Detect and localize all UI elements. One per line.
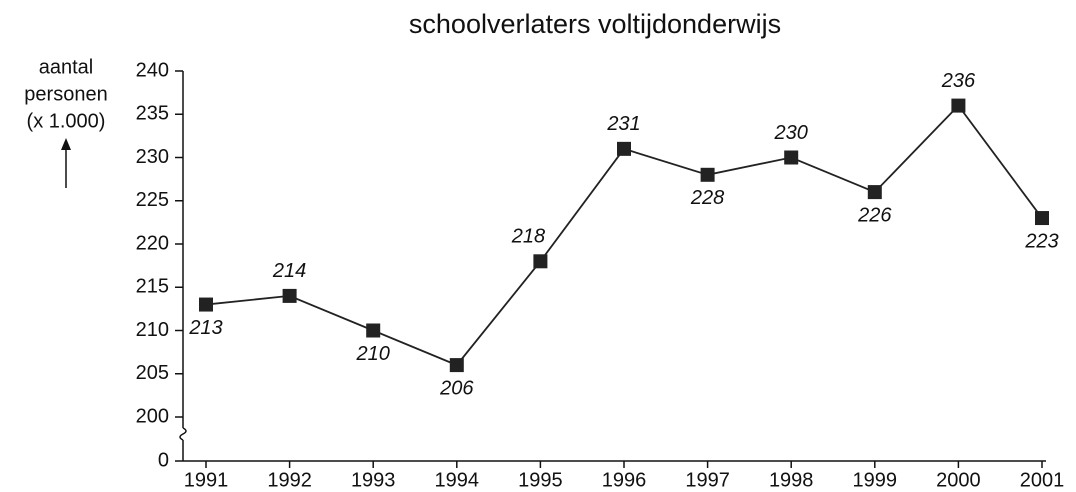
- chart-title: schoolverlaters voltijdonderwijs: [409, 9, 781, 39]
- y-axis-arrow: [61, 138, 71, 188]
- y-tick-label: 225: [136, 189, 169, 211]
- data-label: 218: [511, 226, 545, 248]
- data-label: 226: [857, 204, 892, 226]
- y-tick-label: 205: [136, 362, 169, 384]
- y-axis-label: aantal: [39, 56, 94, 78]
- data-label: 236: [941, 70, 976, 92]
- x-tick-label: 1995: [518, 469, 563, 491]
- data-label: 230: [774, 122, 808, 144]
- marker: [617, 141, 631, 156]
- data-label: 213: [188, 317, 222, 339]
- x-tick-label: 2001: [1020, 469, 1065, 491]
- y-tick-label: 0: [158, 449, 169, 471]
- marker: [700, 167, 715, 182]
- y-tick-label: 215: [136, 276, 169, 298]
- marker: [1035, 211, 1049, 226]
- marker: [784, 150, 799, 165]
- y-axis-label: personen: [24, 83, 107, 105]
- y-tick-label: 230: [136, 146, 169, 168]
- marker: [449, 358, 464, 373]
- x-tick-label: 1999: [853, 469, 898, 491]
- data-label: 210: [356, 343, 390, 365]
- data-label: 223: [1024, 230, 1058, 252]
- y-tick-label: 235: [136, 103, 169, 125]
- y-tick-label: 220: [136, 232, 169, 254]
- x-tick-label: 1994: [435, 469, 480, 491]
- axis-break: [179, 427, 187, 441]
- x-tick-label: 1996: [602, 469, 647, 491]
- y-axis-label: (x 1.000): [27, 110, 106, 132]
- data-label: 214: [272, 260, 306, 282]
- marker: [951, 98, 966, 113]
- x-tick-label: 2000: [936, 469, 981, 491]
- y-tick-label: 240: [136, 59, 169, 81]
- marker: [282, 288, 297, 303]
- x-tick-label: 1993: [351, 469, 396, 491]
- x-tick-label: 1998: [769, 469, 814, 491]
- data-label: 231: [606, 113, 640, 135]
- y-tick-label: 200: [136, 405, 169, 427]
- x-tick-label: 1997: [685, 469, 730, 491]
- marker: [366, 323, 381, 338]
- marker: [199, 297, 213, 312]
- marker: [867, 185, 882, 200]
- marker: [533, 254, 548, 269]
- data-label: 228: [690, 187, 724, 209]
- data-label: 206: [439, 377, 474, 399]
- x-tick-label: 1991: [184, 469, 229, 491]
- x-tick-label: 1992: [267, 469, 312, 491]
- y-tick-label: 210: [136, 319, 169, 341]
